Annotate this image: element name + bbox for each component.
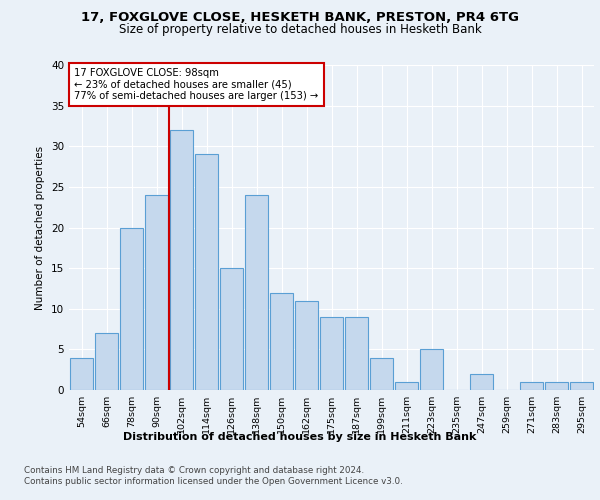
Bar [269, 292, 293, 390]
Y-axis label: Number of detached properties: Number of detached properties [35, 146, 46, 310]
Bar [220, 268, 244, 390]
Bar [170, 130, 193, 390]
Bar [119, 228, 143, 390]
Text: Contains HM Land Registry data © Crown copyright and database right 2024.: Contains HM Land Registry data © Crown c… [24, 466, 364, 475]
Bar [370, 358, 394, 390]
Bar [395, 382, 418, 390]
Text: Distribution of detached houses by size in Hesketh Bank: Distribution of detached houses by size … [124, 432, 476, 442]
Text: 17 FOXGLOVE CLOSE: 98sqm
← 23% of detached houses are smaller (45)
77% of semi-d: 17 FOXGLOVE CLOSE: 98sqm ← 23% of detach… [74, 68, 319, 102]
Bar [520, 382, 544, 390]
Text: 17, FOXGLOVE CLOSE, HESKETH BANK, PRESTON, PR4 6TG: 17, FOXGLOVE CLOSE, HESKETH BANK, PRESTO… [81, 11, 519, 24]
Bar [145, 195, 169, 390]
Bar [320, 317, 343, 390]
Bar [194, 154, 218, 390]
Bar [470, 374, 493, 390]
Text: Contains public sector information licensed under the Open Government Licence v3: Contains public sector information licen… [24, 478, 403, 486]
Bar [70, 358, 94, 390]
Bar [245, 195, 268, 390]
Text: Size of property relative to detached houses in Hesketh Bank: Size of property relative to detached ho… [119, 22, 481, 36]
Bar [545, 382, 568, 390]
Bar [569, 382, 593, 390]
Bar [95, 333, 118, 390]
Bar [419, 350, 443, 390]
Bar [295, 300, 319, 390]
Bar [344, 317, 368, 390]
